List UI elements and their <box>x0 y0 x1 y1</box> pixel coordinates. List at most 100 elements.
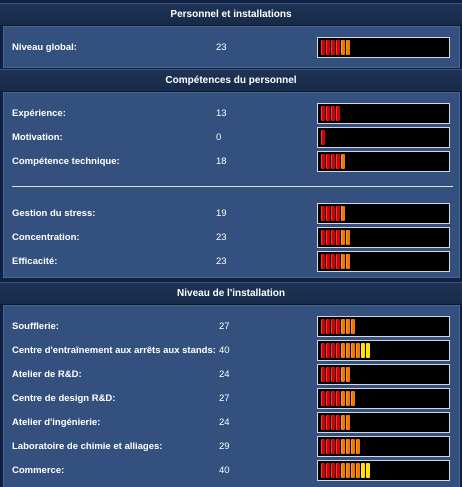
panel-installation: Soufflerie: 27 Centre d'entraînement aux… <box>3 305 460 487</box>
stat-value: 29 <box>219 441 230 452</box>
section-header-personnel: Personnel et installations <box>0 3 462 26</box>
level-segment <box>346 319 350 334</box>
stat-label: Atelier de R&D: <box>12 369 82 380</box>
stat-row: Centre de design R&D: 27 <box>4 388 459 410</box>
level-segment <box>361 463 365 478</box>
level-segment <box>341 154 345 169</box>
level-segment <box>321 230 325 245</box>
level-segment <box>331 40 335 55</box>
stat-row: Centre d'entraînement aux arrêts aux sta… <box>4 340 459 362</box>
level-segment <box>341 367 345 382</box>
stat-label: Niveau global: <box>12 42 77 53</box>
level-segment <box>321 415 325 430</box>
level-bar <box>317 460 450 481</box>
level-segment <box>346 415 350 430</box>
level-segment <box>331 463 335 478</box>
stat-value: 24 <box>219 417 230 428</box>
level-segment <box>326 230 330 245</box>
level-segment <box>326 206 330 221</box>
stat-row: Commerce: 40 <box>4 460 459 482</box>
level-segment <box>326 40 330 55</box>
level-segment <box>331 154 335 169</box>
level-segment <box>336 106 340 121</box>
level-segment <box>326 106 330 121</box>
level-bar <box>317 388 450 409</box>
divider <box>12 186 453 187</box>
level-bar <box>317 412 450 433</box>
level-segment <box>346 439 350 454</box>
stat-row: Efficacité: 23 <box>4 251 459 273</box>
level-segment <box>321 439 325 454</box>
level-segment <box>326 463 330 478</box>
stat-value: 27 <box>219 321 230 332</box>
stat-label: Soufflerie: <box>12 321 59 332</box>
stat-label: Centre d'entraînement aux arrêts aux sta… <box>12 345 216 356</box>
stat-row: Niveau global: 23 <box>4 37 459 59</box>
stat-row: Compétence technique: 18 <box>4 151 459 173</box>
level-segment <box>321 154 325 169</box>
level-segment <box>331 106 335 121</box>
stat-row: Motivation: 0 <box>4 127 459 149</box>
stat-row: Expérience: 13 <box>4 103 459 125</box>
stat-value: 0 <box>216 132 222 143</box>
level-segment <box>321 206 325 221</box>
level-bar <box>317 340 450 361</box>
level-segment <box>326 254 330 269</box>
level-segment <box>331 343 335 358</box>
level-segment <box>341 415 345 430</box>
level-segment <box>346 40 350 55</box>
level-segment <box>366 343 370 358</box>
level-segment <box>336 319 340 334</box>
level-segment <box>341 254 345 269</box>
stat-label: Commerce: <box>12 465 65 476</box>
stat-label: Gestion du stress: <box>12 208 96 219</box>
stat-value: 19 <box>216 208 227 219</box>
stat-label: Concentration: <box>12 232 80 243</box>
level-segment <box>331 254 335 269</box>
stat-value: 23 <box>216 232 227 243</box>
stat-row: Gestion du stress: 19 <box>4 203 459 225</box>
level-segment <box>336 343 340 358</box>
stat-row: Atelier d'ingénierie: 24 <box>4 412 459 434</box>
level-segment <box>346 367 350 382</box>
level-segment <box>321 106 325 121</box>
level-segment <box>366 463 370 478</box>
level-segment <box>356 343 360 358</box>
level-segment <box>351 439 355 454</box>
level-segment <box>341 40 345 55</box>
level-segment <box>351 343 355 358</box>
level-segment <box>336 463 340 478</box>
level-segment <box>326 319 330 334</box>
level-segment <box>356 463 360 478</box>
stat-label: Atelier d'ingénierie: <box>12 417 101 428</box>
level-segment <box>326 343 330 358</box>
level-segment <box>336 154 340 169</box>
section-header-competences: Compétences du personnel <box>0 69 462 92</box>
stat-row: Concentration: 23 <box>4 227 459 249</box>
level-segment <box>331 206 335 221</box>
level-bar <box>317 251 450 272</box>
stat-value: 40 <box>219 345 230 356</box>
level-segment <box>346 254 350 269</box>
stat-row: Soufflerie: 27 <box>4 316 459 338</box>
panel-personnel: Niveau global: 23 <box>3 26 460 68</box>
stat-label: Efficacité: <box>12 256 58 267</box>
level-segment <box>326 154 330 169</box>
level-bar <box>317 37 450 58</box>
stat-value: 18 <box>216 156 227 167</box>
stat-row: Laboratoire de chimie et alliages: 29 <box>4 436 459 458</box>
level-segment <box>331 230 335 245</box>
level-segment <box>341 206 345 221</box>
level-segment <box>331 319 335 334</box>
stat-value: 13 <box>216 108 227 119</box>
level-segment <box>321 367 325 382</box>
level-segment <box>341 319 345 334</box>
level-segment <box>321 130 325 145</box>
level-segment <box>336 230 340 245</box>
level-segment <box>326 415 330 430</box>
level-segment <box>346 230 350 245</box>
level-segment <box>321 391 325 406</box>
stat-value: 23 <box>216 256 227 267</box>
level-segment <box>341 343 345 358</box>
stat-label: Compétence technique: <box>12 156 120 167</box>
